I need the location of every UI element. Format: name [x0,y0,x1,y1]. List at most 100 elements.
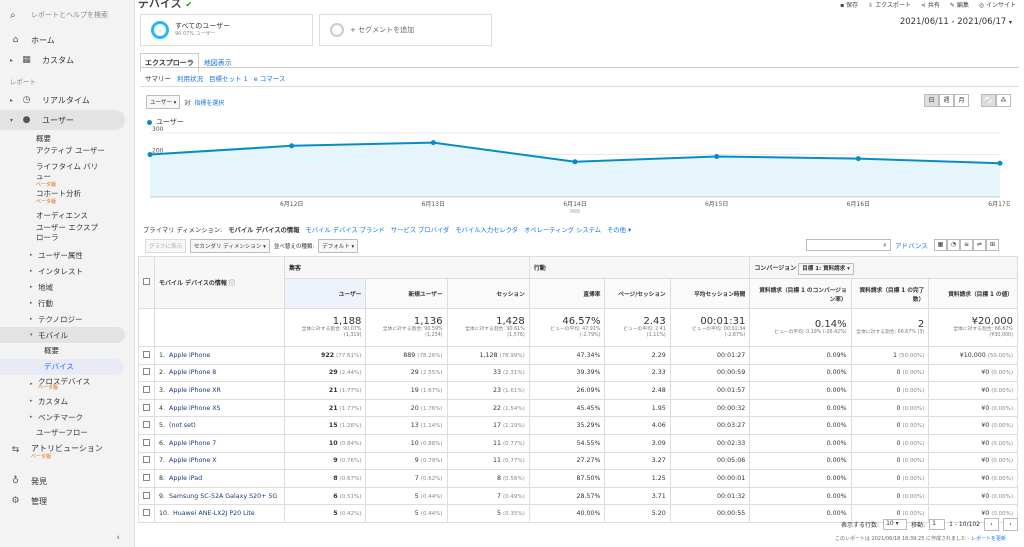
sidebar-item-discover[interactable]: ♁ 発見 [0,471,134,491]
sidebar-group-geo[interactable]: ▸ 地域 [30,282,53,292]
table-row[interactable]: 5. (not set) 15 (1.26%) 13 (1.14%) 17 (1.19%) 3… [138,416,1018,435]
segment-all-users[interactable]: すべてのユーザー 90.07% ユーザー [140,14,313,46]
row-name[interactable]: 1. Apple iPhone [154,346,285,365]
sidebar-item-realtime[interactable]: ▸ ◷ リアルタイム [10,95,90,105]
sidebar-item-admin[interactable]: ⚙ 管理 [11,496,47,506]
sidebar-mobile-devices[interactable]: デバイス [0,359,124,375]
pivot-view-icon[interactable]: ⊞ [986,239,999,251]
advanced-filter-link[interactable]: アドバンス [895,242,928,250]
export-button[interactable]: ⇩ エクスポート [868,2,911,9]
choose-metric-link[interactable]: 指標を選択 [194,99,225,107]
sidebar-item-users[interactable]: ▾ ● ユーザー [0,110,125,130]
tab-explorer[interactable]: エクスプローラ [140,53,199,73]
collapse-icon[interactable]: ‹ [116,533,120,543]
subtab-goalset1[interactable]: 目標セット 1 [209,75,248,83]
row-checkbox[interactable] [138,416,155,435]
pie-view-icon[interactable]: ◔ [947,239,960,251]
sidebar-sub-user-explorer[interactable]: ユーザー エクスプローラ [36,223,99,242]
row-name[interactable]: 4. Apple iPhone XS [154,398,285,418]
sidebar-group-benchmark[interactable]: ▸ ベンチマーク [30,412,83,422]
table-row[interactable]: 2. Apple iPhone 8 29 (2.44%) 29 (2.55%) 33 (2.… [138,363,1018,383]
sidebar-item-attribution[interactable]: ⇆ アトリビューション ベータ版 [11,444,103,461]
dimension-os[interactable]: オペレーティング システム [524,227,602,234]
table-row[interactable]: 1. Apple iPhone 922 (77.61%) 889 (78.26%) 1,1… [138,346,1018,365]
tab-map[interactable]: 地図表示 [203,59,232,67]
period-week-button[interactable]: 週 [939,94,954,107]
goto-page-input[interactable]: 1 [929,519,946,530]
row-name[interactable]: 8. Apple iPad [154,469,285,488]
dimension-more[interactable]: その他 ▾ [607,227,632,234]
row-checkbox[interactable] [138,381,155,400]
sidebar-userflow[interactable]: ユーザーフロー [36,428,88,437]
subtab-summary[interactable]: サマリー [145,75,171,83]
dimension-mobile-brand[interactable]: モバイル デバイス ブランド [305,227,385,234]
column-header-7[interactable]: 資料請求（目標 1 の完了数） [850,278,930,309]
dimension-service-provider[interactable]: サービス プロバイダ [390,227,450,234]
sidebar-item-home[interactable]: ⌂ ホーム [0,30,134,50]
sidebar-group-behavior[interactable]: ▸ 行動 [30,298,53,308]
date-range-picker[interactable]: 2021/06/11 - 2021/06/17 ▾ [899,17,1012,27]
prev-page-button[interactable]: ‹ [984,518,999,531]
period-day-button[interactable]: 日 [924,94,939,107]
sidebar-mobile-overview[interactable]: 概要 [44,346,59,355]
secondary-dimension-dropdown[interactable]: セカンダリ ディメンション ▾ [190,239,270,253]
rows-per-page-select[interactable]: 10 ▾ [883,519,908,530]
sidebar-sub-active-users[interactable]: アクティブ ユーザー [36,146,105,155]
subtab-ecommerce[interactable]: e コマース [253,75,286,83]
save-button[interactable]: ▪ 保存 [840,2,859,9]
table-row[interactable]: 3. Apple iPhone XR 21 (1.77%) 19 (1.67%) 23 (1… [138,381,1018,400]
table-view-icon[interactable]: ▦ [934,239,947,251]
insight-button[interactable]: ◎ インサイト [978,2,1016,9]
period-month-button[interactable]: 月 [954,94,969,107]
sidebar-group-cross-device[interactable]: ▸ クロスデバイス ベータ版 [30,376,91,391]
table-row[interactable]: 7. Apple iPhone X 9 (0.76%) 9 (0.79%) 11 (0.77… [138,451,1018,471]
sidebar-sub-audience[interactable]: オーディエンス [36,211,88,220]
table-row[interactable]: 6. Apple iPhone 7 10 (0.84%) 10 (0.88%) 11 (0.… [138,433,1018,453]
plot-rows-button[interactable]: グラフに表示 [145,239,187,253]
column-header-5[interactable]: 平均セッション時間 [669,278,751,309]
dimension-mobile-device-info[interactable]: モバイル デバイスの情報 [228,227,300,234]
next-page-button[interactable]: › [1003,518,1018,531]
performance-view-icon[interactable]: ≡ [960,239,973,251]
comparison-view-icon[interactable]: ⇌ [973,239,986,251]
row-name[interactable]: 9. Samsung SC-52A Galaxy S20+ 5G [154,486,285,506]
share-button[interactable]: ⋖ 共有 [920,2,940,9]
select-all-checkbox[interactable] [138,256,155,309]
column-header-6[interactable]: 資料請求（目標 1 のコンバージョン率） [749,278,852,309]
motion-chart-icon[interactable]: ⁂ [996,94,1011,107]
column-header-1[interactable]: 新規ユーザー [365,278,448,309]
row-name[interactable]: 2. Apple iPhone 8 [154,363,285,383]
sidebar-group-interests[interactable]: ▸ インタレスト [30,266,83,276]
row-checkbox[interactable] [138,433,155,453]
column-header-3[interactable]: 直帰率 [528,278,606,309]
sidebar-group-technology[interactable]: ▸ テクノロジー [30,314,83,324]
refresh-report-link[interactable]: レポートを更新 [970,536,1006,542]
sort-type-dropdown[interactable]: デフォルト ▾ [318,239,359,253]
row-checkbox[interactable] [138,398,155,418]
row-checkbox[interactable] [138,451,155,471]
row-checkbox[interactable] [138,486,155,506]
add-segment-button[interactable]: + セグメントを追加 [319,14,492,46]
sidebar-group-demographics[interactable]: ▸ ユーザー属性 [30,250,83,260]
row-name[interactable]: 10. Huawei ANE-LX2J P20 Lite [154,504,285,523]
column-header-2[interactable]: セッション [446,278,530,309]
sidebar-item-custom[interactable]: ▸ ▦ カスタム [10,55,74,65]
sidebar-sub-overview[interactable]: 概要 [36,134,51,143]
search-icon[interactable]: ⌕ [883,241,887,249]
column-header-0[interactable]: ユーザー [283,278,367,309]
edit-button[interactable]: ✎ 編集 [949,2,969,9]
sidebar-group-mobile[interactable]: ▾ モバイル [0,327,125,343]
row-checkbox[interactable] [138,363,155,383]
table-row[interactable]: 9. Samsung SC-52A Galaxy S20+ 5G 6 (0.51%)… [138,486,1018,506]
sidebar-search[interactable]: ⌕ レポートとヘルプを検索 [10,9,108,21]
table-row[interactable]: 4. Apple iPhone XS 21 (1.77%) 20 (1.76%) 22 (1… [138,398,1018,418]
row-name[interactable]: 6. Apple iPhone 7 [154,433,285,453]
dim-header[interactable]: モバイル デバイスの情報 ⓘ [154,256,285,309]
row-checkbox[interactable] [138,346,155,365]
sidebar-group-custom[interactable]: ▸ カスタム [30,396,68,406]
metric-dropdown[interactable]: ユーザー ▾ [146,95,181,109]
row-name[interactable]: 7. Apple iPhone X [154,451,285,471]
subtab-usage[interactable]: 利用状況 [177,75,203,83]
column-header-4[interactable]: ページ/セッション [604,278,671,309]
row-name[interactable]: 5. (not set) [154,416,285,435]
